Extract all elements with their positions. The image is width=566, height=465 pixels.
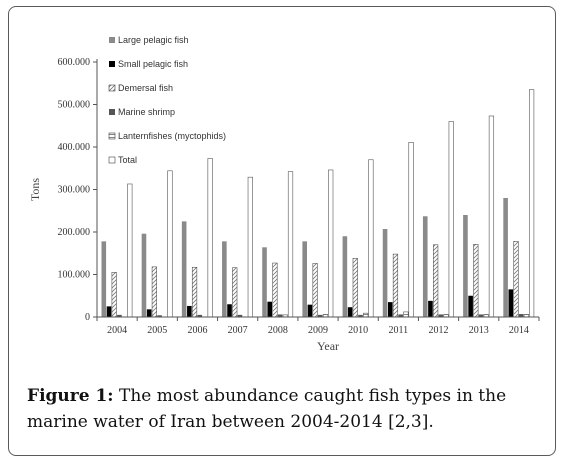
y-tick-label: 0	[85, 312, 90, 323]
bar-1-2006	[187, 305, 192, 317]
bar-1-2013	[468, 295, 473, 317]
y-tick-label: 400.000	[58, 142, 91, 153]
bar-0-2004	[101, 241, 107, 317]
bar-0-2005	[141, 233, 147, 317]
bar-1-2014	[508, 289, 514, 317]
x-tick-label: 2006	[187, 325, 207, 336]
bar-3-2010	[358, 314, 363, 317]
bar-3-2009	[318, 314, 323, 317]
x-tick-label: 2014	[509, 325, 529, 336]
bar-1-2007	[227, 304, 232, 317]
bar-0-2013	[463, 215, 468, 317]
y-tick-label: 200.000	[58, 227, 91, 238]
bar-1-2012	[428, 300, 433, 317]
bar-3-2007	[237, 314, 243, 317]
bar-1-2009	[307, 304, 313, 317]
legend-swatch	[109, 61, 115, 67]
bar-5-2013	[488, 115, 495, 318]
x-tick-label: 2007	[228, 325, 248, 336]
bar-5-2008	[287, 171, 294, 318]
x-tick-label: 2011	[389, 325, 409, 336]
legend-swatch	[108, 84, 116, 92]
legend-swatch	[109, 37, 115, 43]
bar-5-2006	[207, 158, 213, 318]
bar-1-2005	[146, 309, 152, 317]
bar-2-2006	[191, 266, 198, 318]
bar-2-2012	[433, 244, 439, 318]
bar-1-2011	[387, 302, 393, 317]
x-tick-label: 2004	[107, 325, 127, 336]
bar-2-2008	[272, 262, 278, 318]
bar-2-2007	[232, 267, 238, 318]
legend-label: Marine shrimp	[118, 107, 175, 117]
x-tick-label: 2012	[429, 325, 449, 336]
bar-3-2004	[117, 314, 122, 317]
y-tick-label: 600.000	[58, 57, 91, 68]
x-tick-label: 2009	[308, 325, 328, 336]
x-axis-title: Year	[317, 339, 339, 353]
bar-2-2011	[392, 253, 399, 318]
bar-2-2010	[352, 258, 358, 318]
x-tick-label: 2013	[469, 325, 489, 336]
bar-3-2014	[518, 314, 524, 317]
bar-3-2012	[438, 314, 444, 317]
bar-5-2014	[529, 89, 535, 318]
legend-swatch	[108, 156, 116, 164]
caption-lead: Figure 1:	[27, 386, 114, 406]
legend-label: Total	[118, 155, 137, 165]
bar-0-2009	[302, 241, 307, 317]
bar-0-2007	[222, 241, 227, 317]
legend-label: Small pelagic fish	[118, 59, 188, 69]
bar-5-2004	[127, 183, 133, 318]
bar-5-2011	[408, 142, 414, 318]
bar-2-2014	[513, 241, 519, 318]
legend-label: Demersal fish	[118, 83, 173, 93]
bar-0-2010	[342, 236, 348, 317]
bar-1-2008	[267, 301, 273, 317]
bar-3-2005	[157, 315, 162, 317]
bar-2-2009	[312, 263, 318, 318]
y-tick-label: 100.000	[58, 270, 91, 281]
legend-label: Large pelagic fish	[118, 35, 189, 45]
y-tick-label: 300.000	[58, 185, 91, 196]
x-tick-label: 2010	[348, 325, 368, 336]
caption-text: The most abundance caught fish types in …	[27, 386, 507, 432]
bar-3-2013	[478, 314, 484, 317]
figure-caption: Figure 1: The most abundance caught fish…	[27, 383, 562, 435]
bar-4-2011	[403, 311, 409, 318]
bar-3-2008	[277, 314, 283, 317]
bar-5-2010	[368, 159, 374, 318]
legend-swatch	[109, 109, 115, 115]
figure-frame: 0 100.000 200.000 300.000 400.000 500.000 600.…	[8, 6, 556, 456]
bar-0-2014	[503, 198, 508, 317]
bar-5-2012	[448, 121, 454, 318]
bar-0-2008	[262, 247, 267, 317]
bar-0-2006	[181, 221, 187, 317]
bar-5-2009	[328, 169, 334, 318]
bar-5-2005	[167, 170, 173, 318]
bar-5-2007	[247, 176, 253, 318]
bar-4-2010	[363, 312, 369, 318]
bar-3-2006	[197, 314, 203, 317]
x-tick-label: 2005	[147, 325, 167, 336]
bar-2-2013	[473, 244, 479, 318]
bar-2-2005	[151, 266, 157, 318]
bar-0-2012	[422, 216, 428, 317]
y-tick-label: 500.000	[58, 100, 91, 111]
bar-2-2004	[111, 272, 117, 318]
bar-1-2004	[106, 306, 112, 317]
y-axis-title: Tons	[28, 178, 42, 201]
bar-3-2011	[398, 314, 403, 317]
x-tick-label: 2008	[268, 325, 288, 336]
legend-swatch	[108, 132, 116, 140]
bar-0-2011	[382, 229, 388, 317]
bar-1-2010	[347, 307, 353, 317]
legend-label: Lanternfishes (myctophids)	[118, 131, 226, 141]
bar-chart: 0 100.000 200.000 300.000 400.000 500.000 600.…	[28, 35, 540, 353]
